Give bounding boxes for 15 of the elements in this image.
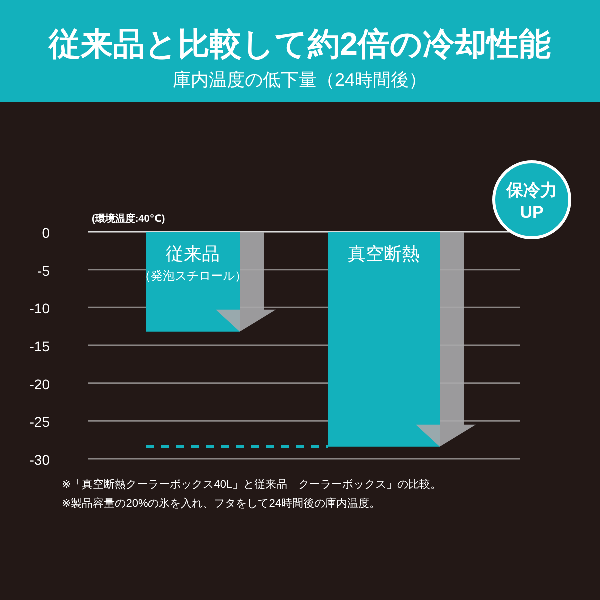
x-tick-label: 真空断熱 bbox=[348, 244, 420, 264]
chart-subtitle: 庫内温度の低下量（24時間後） bbox=[172, 70, 428, 90]
text: ※「真空断熱クーラーボックス40L」と従来品「クーラーボックス」の比較。 bbox=[62, 478, 442, 491]
y-tick-label: 0 bbox=[42, 225, 50, 241]
y-tick-label: -5 bbox=[38, 262, 50, 279]
y-tick-label: -15 bbox=[30, 338, 50, 354]
y-tick-label: -30 bbox=[30, 452, 50, 468]
y-tick-label: -25 bbox=[30, 414, 50, 430]
y-tick-label: -20 bbox=[30, 376, 50, 392]
text: ※製品容量の20%の氷を入れ、フタをして24時間後の庫内温度。 bbox=[62, 497, 380, 510]
y-tick-label: -10 bbox=[30, 300, 50, 317]
y-axis-title: (環境温度:40℃) bbox=[92, 213, 166, 225]
badge: 保冷力 UP bbox=[492, 160, 572, 240]
x-tick-label: 従来品（発泡スチロール） bbox=[139, 244, 247, 283]
chart-title: 従来品と比較して約2倍の冷却性能 bbox=[48, 26, 551, 62]
